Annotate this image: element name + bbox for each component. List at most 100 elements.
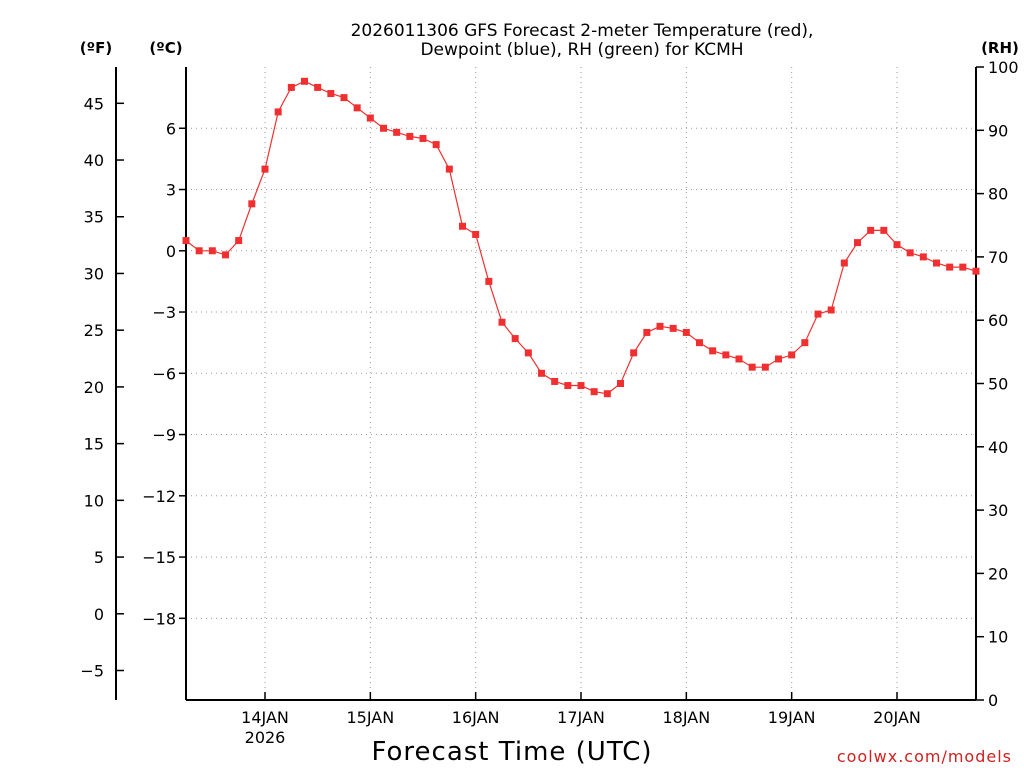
axes bbox=[115, 67, 977, 701]
temperature-point bbox=[761, 363, 769, 371]
time-tick-label: 16JAN bbox=[452, 708, 500, 727]
temperature-point bbox=[511, 335, 519, 343]
temperature-point bbox=[669, 324, 677, 332]
temperature-point bbox=[195, 247, 203, 255]
time-tick-label: 15JAN bbox=[346, 708, 394, 727]
temperature-point bbox=[880, 226, 888, 234]
temperature-point bbox=[906, 249, 914, 257]
celsius-axis: 6 3 0 −3 −6 −9 −12 −15 −18 bbox=[142, 119, 186, 628]
temperature-point bbox=[656, 322, 664, 330]
temperature-point bbox=[353, 104, 361, 112]
time-tick-year: 2026 bbox=[245, 728, 286, 747]
temperature-point bbox=[827, 306, 835, 314]
fahrenheit-tick-label: −5 bbox=[80, 662, 104, 681]
rh-tick-label: 0 bbox=[988, 691, 998, 710]
temperature-point bbox=[959, 263, 967, 271]
celsius-tick-label: −15 bbox=[142, 548, 176, 567]
celsius-tick-label: −3 bbox=[152, 303, 176, 322]
rh-axis-unit: (RH) bbox=[981, 39, 1019, 57]
temperature-point bbox=[696, 339, 703, 347]
temperature-point bbox=[722, 351, 730, 359]
fahrenheit-axis-unit: (ºF) bbox=[80, 39, 112, 57]
celsius-tick-label: 6 bbox=[166, 119, 176, 138]
temperature-point bbox=[867, 226, 875, 234]
temperature-point bbox=[682, 328, 690, 336]
temperature-point bbox=[630, 349, 638, 357]
temperature-point bbox=[432, 141, 440, 149]
fahrenheit-tick-label: 35 bbox=[84, 208, 104, 227]
temperature-point bbox=[182, 237, 190, 245]
temperature-point bbox=[972, 267, 980, 275]
temperature-point bbox=[933, 259, 940, 267]
temperature-point bbox=[538, 369, 545, 377]
celsius-tick-label: −6 bbox=[152, 364, 176, 383]
temperature-point bbox=[840, 259, 848, 267]
temperature-point bbox=[854, 239, 861, 247]
temperature-point bbox=[222, 251, 229, 259]
temperature-point bbox=[380, 124, 387, 132]
temperature-point bbox=[814, 310, 822, 318]
x-axis-label: Forecast Time (UTC) bbox=[371, 737, 652, 767]
chart-title-line-1: 2026011306 GFS Forecast 2-meter Temperat… bbox=[351, 21, 814, 41]
temperature-point bbox=[603, 390, 611, 398]
fahrenheit-tick-label: 10 bbox=[84, 491, 104, 510]
time-tick-label: 20JAN bbox=[873, 708, 921, 727]
temperature-point bbox=[709, 347, 717, 355]
temperature-point bbox=[393, 128, 401, 136]
celsius-tick-label: −12 bbox=[142, 487, 176, 506]
fahrenheit-tick-label: 30 bbox=[84, 264, 104, 283]
temperature-point bbox=[287, 83, 295, 91]
temperature-point bbox=[577, 382, 585, 390]
temperature-point bbox=[643, 328, 651, 336]
rh-tick-label: 30 bbox=[988, 501, 1008, 520]
temperature-point bbox=[893, 241, 901, 249]
temperature-point bbox=[946, 263, 954, 271]
celsius-tick-label: 0 bbox=[166, 242, 176, 261]
time-tick-label: 17JAN bbox=[557, 708, 605, 727]
temperature-point bbox=[617, 380, 624, 387]
rh-tick-label: 20 bbox=[988, 564, 1008, 583]
temperature-point bbox=[327, 90, 335, 98]
temperature-point bbox=[419, 134, 427, 142]
celsius-axis-unit: (ºC) bbox=[149, 39, 182, 57]
temperature-point bbox=[459, 222, 466, 230]
temperature-point bbox=[406, 132, 414, 140]
chart-title-line-2: Dewpoint (blue), RH (green) for KCMH bbox=[420, 40, 743, 60]
rh-tick-label: 40 bbox=[988, 438, 1008, 457]
time-tick-label: 19JAN bbox=[768, 708, 816, 727]
temperature-point bbox=[366, 114, 374, 122]
rh-tick-label: 50 bbox=[988, 375, 1008, 394]
fahrenheit-tick-label: 45 bbox=[84, 94, 104, 113]
rh-tick-label: 10 bbox=[988, 628, 1008, 647]
temperature-point bbox=[314, 83, 322, 91]
temperature-point bbox=[498, 318, 506, 326]
temperature-point bbox=[748, 363, 756, 371]
temperature-point bbox=[788, 351, 796, 359]
temperature-point bbox=[472, 230, 480, 238]
rh-tick-label: 100 bbox=[988, 58, 1019, 77]
rh-tick-label: 60 bbox=[988, 311, 1008, 330]
fahrenheit-axis: 45 40 35 30 25 20 15 10 5 0 −5 bbox=[80, 94, 124, 681]
celsius-tick-label: 3 bbox=[166, 181, 176, 200]
temperature-point bbox=[801, 339, 809, 347]
rh-tick-label: 70 bbox=[988, 248, 1008, 267]
temperature-point bbox=[274, 108, 282, 116]
temperature-point bbox=[248, 200, 256, 208]
temperature-point bbox=[445, 165, 453, 173]
temperature-point bbox=[235, 237, 243, 245]
temperature-point bbox=[340, 94, 348, 102]
credit-text: coolwx.com/models bbox=[837, 747, 1012, 766]
time-tick-label: 18JAN bbox=[662, 708, 710, 727]
grid bbox=[186, 67, 976, 700]
rh-tick-label: 80 bbox=[988, 185, 1008, 204]
temperature-point bbox=[524, 349, 532, 357]
temperature-point bbox=[208, 247, 216, 255]
temperature-point bbox=[590, 388, 598, 396]
temperature-point bbox=[551, 377, 559, 385]
temperature-point bbox=[301, 77, 308, 85]
temperature-point bbox=[735, 355, 743, 363]
fahrenheit-tick-label: 0 bbox=[94, 605, 104, 624]
